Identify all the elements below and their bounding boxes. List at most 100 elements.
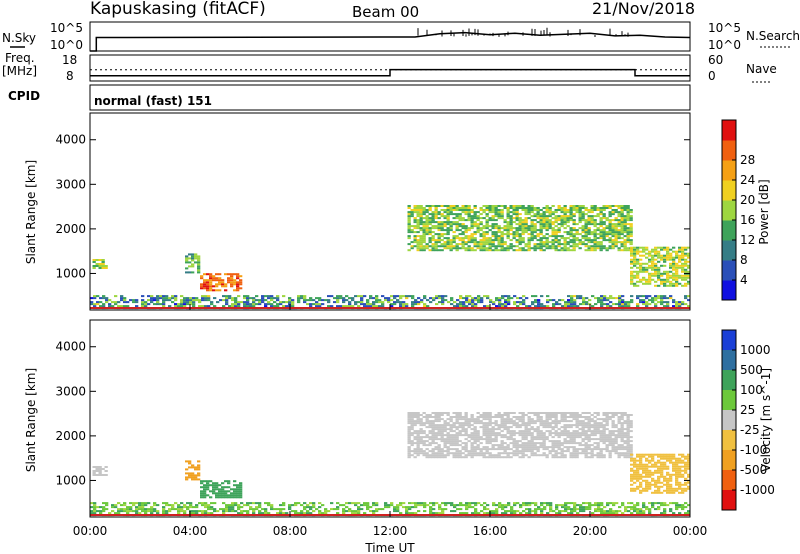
heatmap-cell xyxy=(569,227,573,230)
heatmap-cell xyxy=(270,297,274,300)
heatmap-cell xyxy=(413,239,417,242)
heatmap-cell xyxy=(449,213,453,216)
heatmap-cell xyxy=(431,235,435,238)
heatmap-cell xyxy=(197,257,201,260)
heatmap-cell xyxy=(545,223,549,226)
heatmap-cell xyxy=(590,414,594,416)
heatmap-cell xyxy=(407,448,411,451)
heatmap-cell xyxy=(521,247,525,250)
heatmap-cell xyxy=(144,512,148,515)
heatmap-cell xyxy=(345,305,349,308)
heatmap-cell xyxy=(455,440,459,443)
heatmap-cell xyxy=(614,243,618,246)
heatmap-cell xyxy=(500,215,504,218)
heatmap-cell xyxy=(492,301,496,304)
heatmap-cell xyxy=(267,502,271,505)
heatmap-cell xyxy=(572,434,576,437)
heatmap-cell xyxy=(630,299,634,302)
heatmap-cell xyxy=(129,508,133,511)
heatmap-cell xyxy=(626,456,630,459)
heatmap-cell xyxy=(636,260,640,263)
heatmap-cell xyxy=(539,420,543,423)
heatmap-cell xyxy=(503,249,507,252)
heatmap-cell xyxy=(440,249,444,252)
heatmap-cell xyxy=(575,426,579,429)
heatmap-cell xyxy=(470,247,474,250)
heatmap-cell xyxy=(519,504,523,507)
heatmap-cell xyxy=(470,225,474,228)
heatmap-cell xyxy=(482,249,486,252)
heatmap-cell xyxy=(191,464,195,467)
heatmap-cell xyxy=(416,444,420,447)
heatmap-cell xyxy=(636,477,640,480)
heatmap-cell xyxy=(188,271,192,274)
heatmap-cell xyxy=(660,254,664,257)
heatmap-cell xyxy=(590,207,594,209)
heatmap-cell xyxy=(563,247,567,250)
heatmap-cell xyxy=(576,297,580,300)
heatmap-cell xyxy=(498,506,502,509)
heatmap-cell xyxy=(654,453,658,456)
heatmap-cell xyxy=(464,412,468,414)
heatmap-cell xyxy=(515,211,519,214)
heatmap-cell xyxy=(527,205,531,207)
heatmap-cell xyxy=(504,305,508,308)
heatmap-cell xyxy=(542,215,546,218)
heatmap-cell xyxy=(624,301,628,304)
heatmap-cell xyxy=(626,233,630,236)
heatmap-cell xyxy=(516,301,520,304)
heatmap-cell xyxy=(200,275,204,278)
heatmap-cell xyxy=(425,456,429,459)
heatmap-cell xyxy=(473,221,477,224)
heatmap-cell xyxy=(521,446,525,449)
heatmap-cell xyxy=(212,482,216,485)
heatmap-cell xyxy=(611,448,615,451)
heatmap-cell xyxy=(422,422,426,425)
heatmap-cell xyxy=(321,504,325,507)
heatmap-cell xyxy=(512,217,516,220)
heatmap-cell xyxy=(486,305,490,308)
heatmap-cell xyxy=(458,456,462,459)
heatmap-cell xyxy=(348,297,352,300)
heatmap-cell xyxy=(194,255,198,258)
heatmap-cell xyxy=(473,207,477,209)
heatmap-cell xyxy=(599,430,603,433)
heatmap-cell xyxy=(620,440,624,443)
heatmap-cell xyxy=(545,448,549,451)
heatmap-cell xyxy=(459,295,463,298)
heatmap-cell xyxy=(425,418,429,421)
heatmap-cell xyxy=(620,227,624,230)
heatmap-cell xyxy=(488,241,492,244)
heatmap-cell xyxy=(542,213,546,216)
heatmap-cell xyxy=(572,247,576,250)
heatmap-cell xyxy=(488,205,492,207)
heatmap-cell xyxy=(375,299,379,302)
heatmap-cell xyxy=(470,217,474,220)
heatmap-cell xyxy=(618,299,622,302)
heatmap-cell xyxy=(587,209,591,211)
heatmap-cell xyxy=(486,504,490,507)
heatmap-cell xyxy=(530,209,534,211)
heatmap-cell xyxy=(470,414,474,416)
heatmap-cell xyxy=(564,502,568,505)
heatmap-cell xyxy=(422,227,426,230)
freq-left-tick-top: 18 xyxy=(62,53,77,67)
heatmap-cell xyxy=(521,436,525,439)
heatmap-cell xyxy=(324,299,328,302)
heatmap-cell xyxy=(615,510,619,513)
heatmap-cell xyxy=(596,412,600,414)
heatmap-cell xyxy=(557,215,561,218)
heatmap-cell xyxy=(498,305,502,308)
heatmap-cell xyxy=(188,253,192,256)
heatmap-cell xyxy=(485,247,489,250)
heatmap-cell xyxy=(231,502,235,505)
heatmap-cell xyxy=(425,452,429,455)
heatmap-cell xyxy=(615,297,619,300)
heatmap-cell xyxy=(648,282,652,285)
heatmap-cell xyxy=(584,219,588,222)
heatmap-cell xyxy=(554,221,558,224)
heatmap-cell xyxy=(206,273,210,276)
heatmap-cell xyxy=(297,502,301,505)
heatmap-cell xyxy=(500,420,504,423)
heatmap-cell xyxy=(348,301,352,304)
